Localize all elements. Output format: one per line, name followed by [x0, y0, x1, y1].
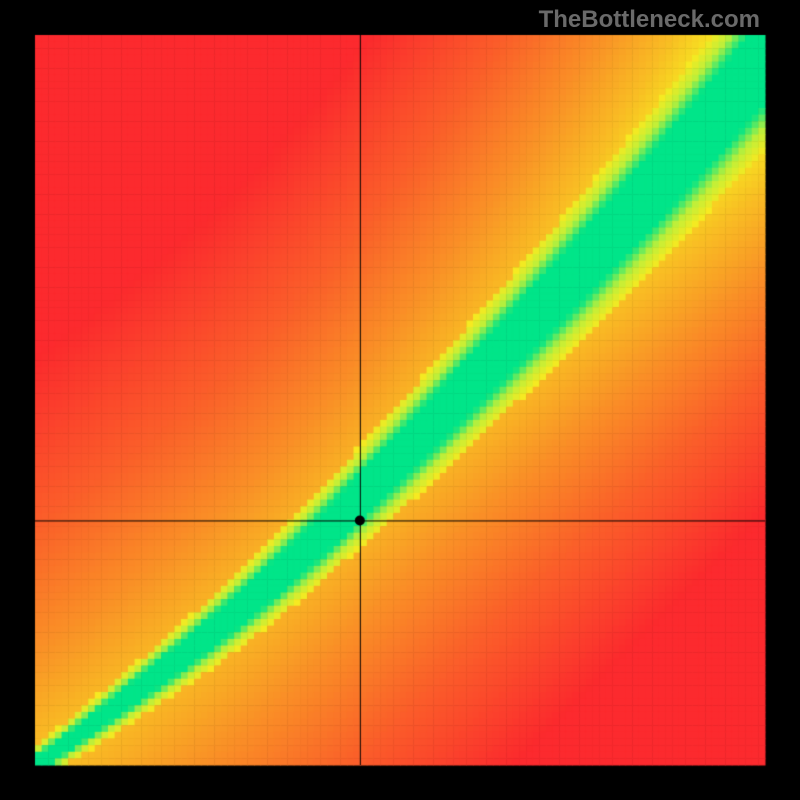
bottleneck-heatmap	[0, 0, 800, 800]
watermark-text: TheBottleneck.com	[539, 6, 760, 34]
